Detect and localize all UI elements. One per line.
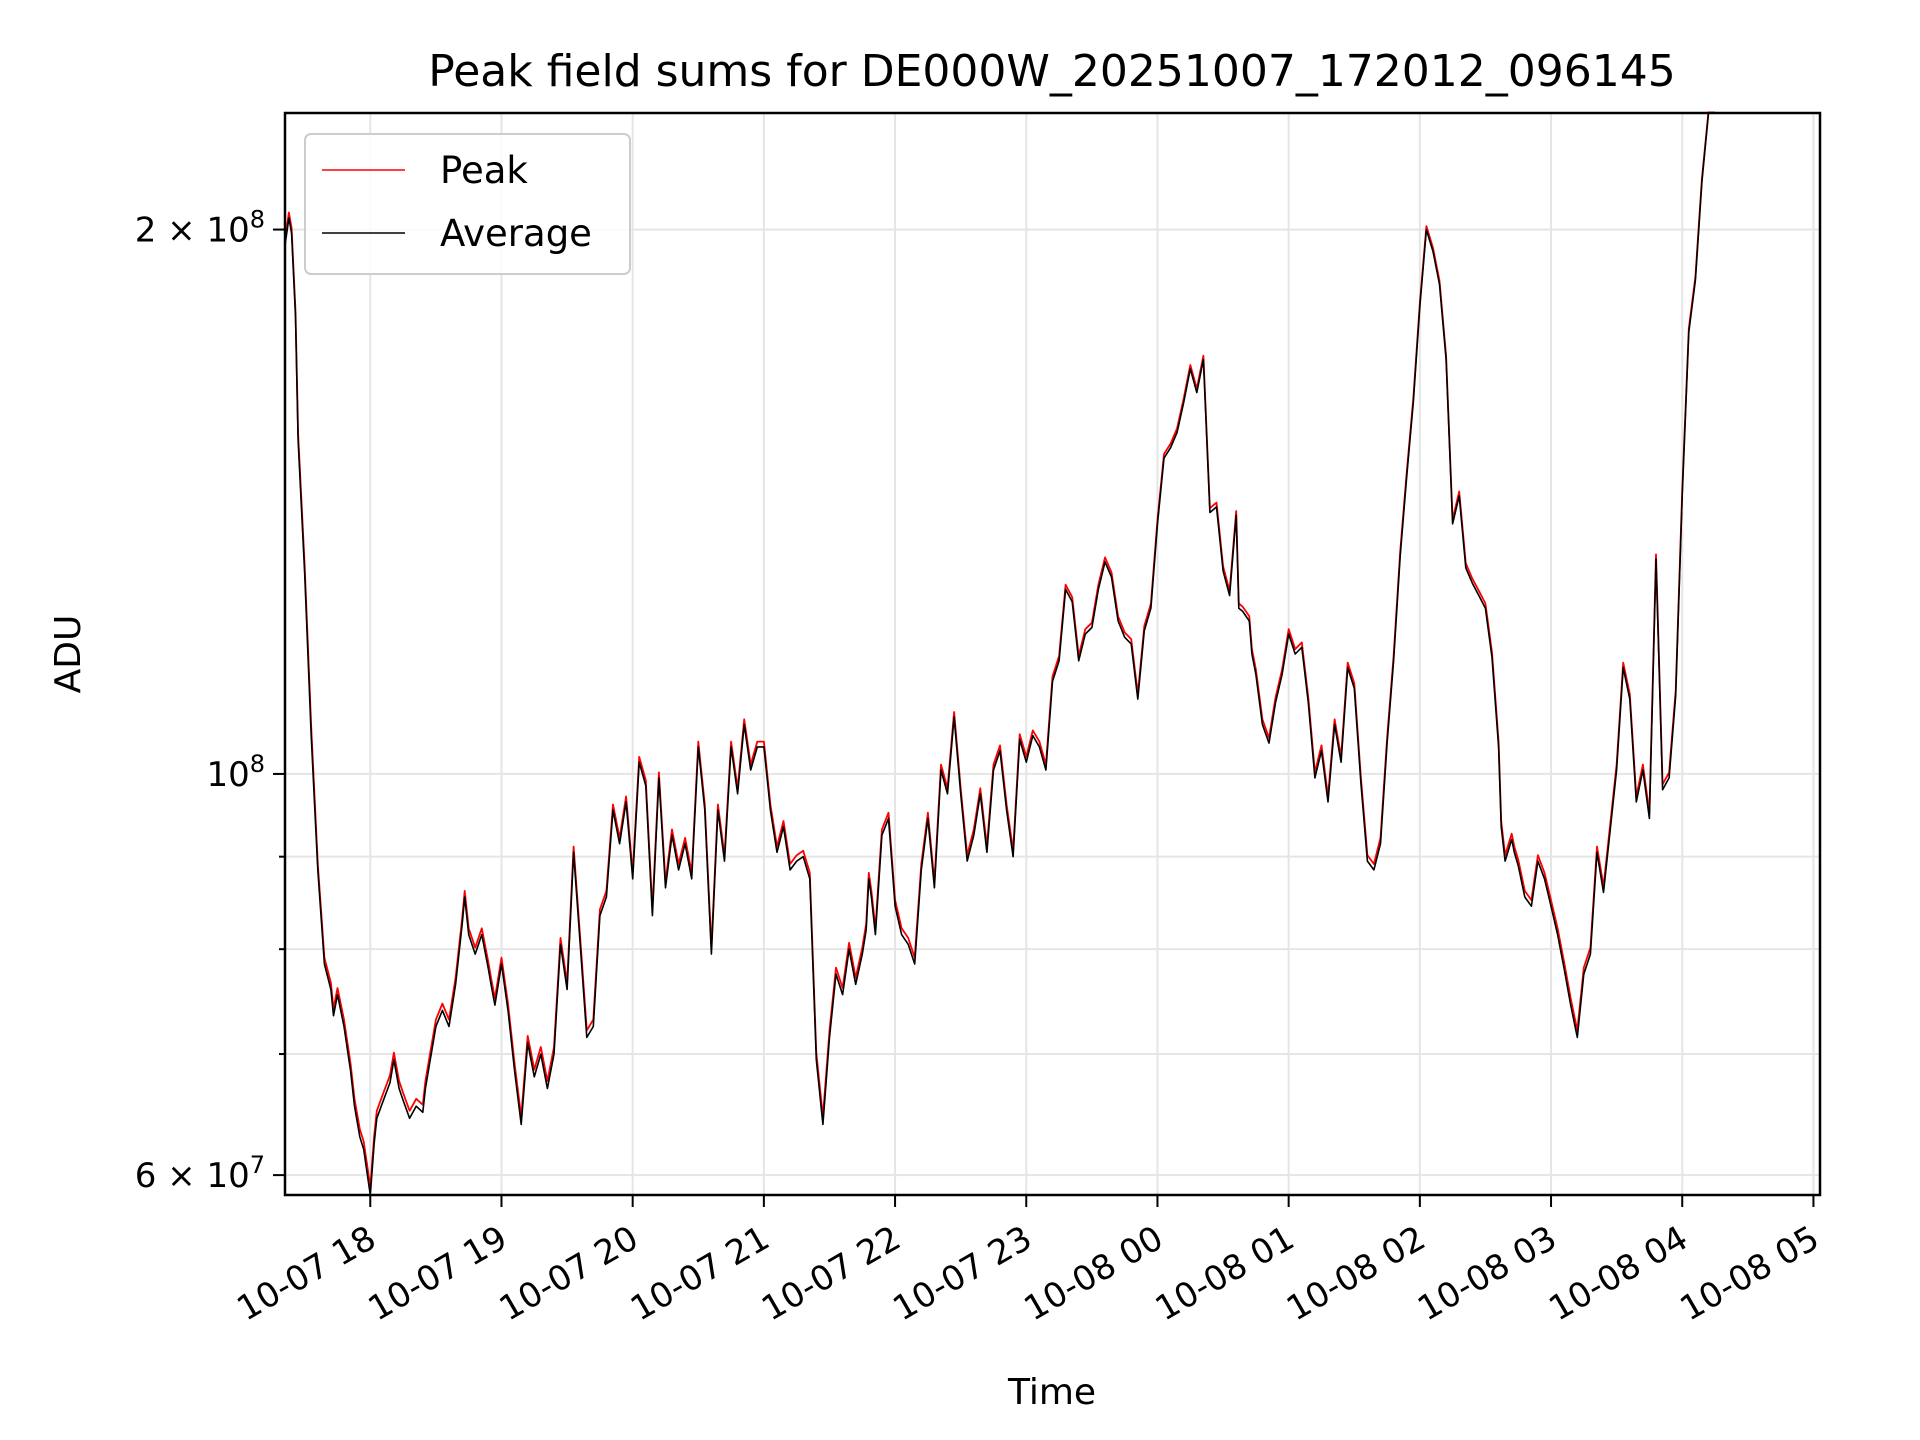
y-tick-label: 108 [206,750,265,795]
legend-average-label: Average [440,212,592,255]
legend: Peak Average [304,133,631,275]
legend-peak-label: Peak [440,149,528,192]
y-tick-label: 6 × 107 [135,1151,265,1196]
plot-frame [283,111,1822,1197]
series-layer [285,111,1715,1195]
average-series-line [285,113,1715,1195]
peak-series-line [285,111,1715,1188]
legend-box [304,133,631,275]
y-tick-label: 2 × 108 [135,206,265,251]
x-axis-label: Time [1007,1372,1096,1413]
y-axis-label: ADU [48,615,89,694]
chart-title: Peak field sums for DE000W_20251007_1720… [428,46,1676,97]
